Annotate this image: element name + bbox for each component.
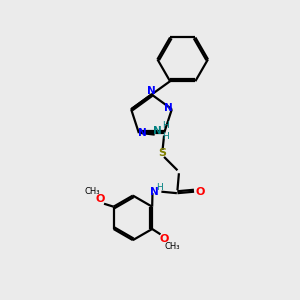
- Text: CH₃: CH₃: [85, 187, 100, 196]
- Text: O: O: [160, 234, 169, 244]
- Text: H: H: [162, 121, 168, 130]
- Text: N: N: [150, 187, 159, 197]
- Text: S: S: [159, 148, 167, 158]
- Text: N: N: [147, 85, 156, 96]
- Text: H: H: [156, 183, 163, 192]
- Text: N: N: [153, 126, 162, 136]
- Text: O: O: [195, 187, 205, 197]
- Text: N: N: [164, 103, 172, 113]
- Text: CH₃: CH₃: [164, 242, 179, 251]
- Text: N: N: [138, 128, 147, 138]
- Text: H: H: [162, 132, 168, 141]
- Text: O: O: [96, 194, 105, 204]
